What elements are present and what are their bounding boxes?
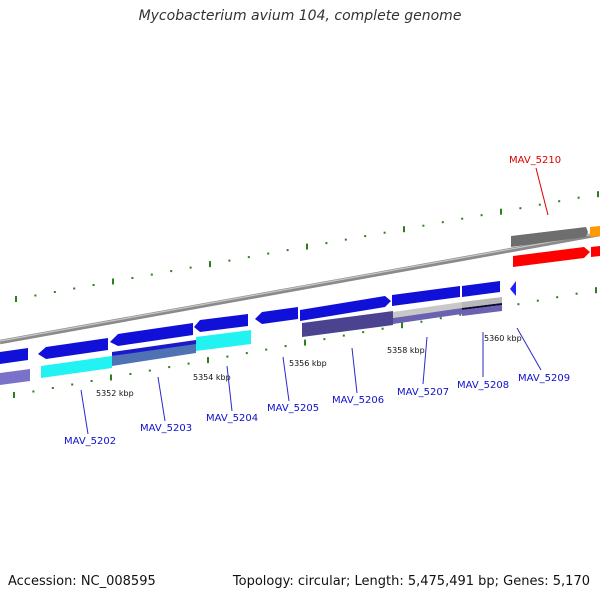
gene-label[interactable]: MAV_5203: [140, 423, 192, 434]
gene-arrow-reverse[interactable]: [393, 308, 462, 324]
gene-arrow-forward[interactable]: [591, 246, 600, 257]
gene-arrow-reverse[interactable]: [302, 311, 393, 337]
gene-arrow-forward[interactable]: [590, 226, 600, 237]
gene-arrow-reverse[interactable]: [110, 323, 193, 346]
gene-label[interactable]: MAV_5207: [397, 387, 449, 398]
gene-label[interactable]: MAV_5209: [518, 373, 570, 384]
genome-backbone-line: [0, 231, 600, 345]
gene-leader-line: [422, 336, 428, 385]
scale-label: 5352 kbp: [96, 389, 134, 398]
gene-arrow-forward[interactable]: [300, 296, 391, 321]
scale-label: 5356 kbp: [289, 359, 327, 368]
gene-arrow-reverse[interactable]: [41, 356, 112, 378]
accession-text: Accession: NC_008595: [8, 574, 156, 589]
gene-arrow-reverse[interactable]: [196, 330, 251, 351]
scale-label: 5354 kbp: [193, 373, 231, 382]
scale-label: 5358 kbp: [387, 346, 425, 355]
gene-arrow-reverse[interactable]: [393, 302, 462, 318]
gene-arrow-reverse[interactable]: [0, 369, 30, 385]
gene-arrow-reverse[interactable]: [462, 305, 502, 316]
gene-arrow-reverse[interactable]: [112, 343, 196, 366]
gene-leader-line: [282, 356, 290, 402]
gene-arrow-reverse[interactable]: [38, 338, 108, 359]
gene-arrow-reverse[interactable]: [462, 303, 502, 310]
gene-label[interactable]: MAV_5205: [267, 403, 319, 414]
reverse-strand-track: [0, 297, 502, 385]
gene-arrow-forward[interactable]: [513, 247, 590, 267]
inner-scale-ticks: [13, 287, 597, 398]
forward-strand-track: [300, 226, 600, 321]
gene-arrow-reverse[interactable]: [194, 314, 248, 332]
outer-scale-ticks: [15, 191, 599, 302]
gene-leader-line-highlighted: [535, 167, 549, 216]
gene-arrow-forward[interactable]: [462, 281, 500, 297]
gene-arrow-forward[interactable]: [511, 227, 588, 247]
scale-label: 5360 kbp: [484, 334, 522, 343]
gene-labels: MAV_5202 MAV_5203 MAV_5204 MAV_5205 MAV_…: [64, 155, 570, 447]
gene-leader-line: [157, 376, 166, 422]
gene-label[interactable]: MAV_5202: [64, 436, 116, 447]
gene-arrow-reverse[interactable]: [255, 307, 298, 324]
gene-label[interactable]: MAV_5206: [332, 395, 384, 406]
gene-leader-line: [226, 365, 233, 412]
gene-arrow-forward[interactable]: [510, 281, 516, 296]
gene-arrow-reverse[interactable]: [462, 297, 502, 308]
gene-arrow-reverse[interactable]: [0, 348, 28, 364]
scale-labels: 5352 kbp 5354 kbp 5356 kbp 5358 kbp 5360…: [96, 334, 522, 398]
genome-backbone-highlight: [0, 232, 600, 342]
gene-arrow-forward[interactable]: [392, 286, 460, 306]
gene-leader-lines: [80, 167, 549, 435]
gene-label-highlighted[interactable]: MAV_5210: [509, 155, 561, 166]
gene-leader-line: [516, 327, 542, 371]
gene-arrow-reverse[interactable]: [112, 340, 196, 356]
genome-summary-text: Topology: circular; Length: 5,475,491 bp…: [232, 574, 590, 589]
gene-leader-line: [80, 389, 89, 435]
map-title: Mycobacterium avium 104, complete genome: [138, 8, 462, 24]
gene-label[interactable]: MAV_5204: [206, 413, 258, 424]
gene-leader-line: [351, 347, 358, 394]
gene-label[interactable]: MAV_5208: [457, 380, 509, 391]
